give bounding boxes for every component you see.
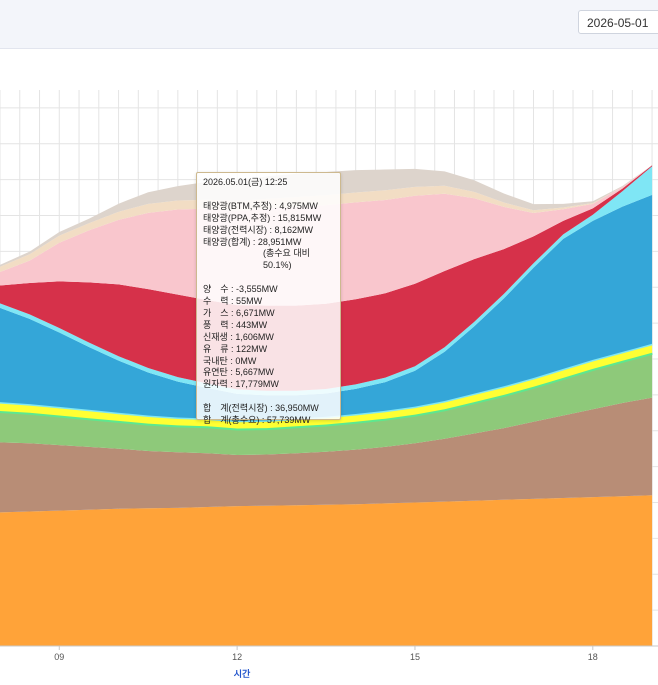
tooltip-domestic-coal: 국내탄 : 0MW bbox=[203, 355, 257, 366]
tooltip-pumped: 양 수 : -3,555MW bbox=[203, 284, 278, 295]
tooltip-bituminous: 유연탄 : 5,667MW bbox=[203, 367, 274, 378]
tooltip-gas: 가 스 : 6,671MW bbox=[203, 307, 275, 318]
tooltip-nuclear: 원자력 : 17,779MW bbox=[203, 379, 279, 390]
tooltip-solar-btm: 태양광(BTM,추정) : 4,975MW bbox=[203, 200, 318, 211]
x-tick-label: 09 bbox=[54, 652, 64, 662]
renew-area bbox=[0, 343, 653, 429]
tooltip-solar-market: 태양광(전력시장) : 8,162MW bbox=[203, 224, 313, 235]
x-axis-title: 시간 bbox=[234, 668, 251, 679]
nuclear-area bbox=[0, 495, 653, 646]
tooltip-total-demand: 합 계(총수요) : 57,739MW bbox=[203, 415, 311, 426]
tooltip-renew: 신재생 : 1,606MW bbox=[203, 331, 274, 342]
chart-areas bbox=[0, 165, 653, 646]
chart-tooltip: 2026.05.01(금) 12:25 태양광(BTM,추정) : 4,975M… bbox=[196, 172, 341, 425]
tooltip-wind: 풍 력 : 443MW bbox=[203, 319, 268, 330]
pumped-area bbox=[0, 194, 653, 421]
tooltip-solar-share: (총수요 대비 50.1%) bbox=[263, 248, 310, 271]
tooltip-time: 2026.05.01(금) 12:25 bbox=[203, 177, 288, 187]
solar-market-area bbox=[0, 165, 653, 391]
top-area bbox=[0, 165, 653, 267]
top-toolbar: 2026-05-01 bbox=[0, 0, 658, 49]
tooltip-solar-ppa: 태양광(PPA,추정) : 15,815MW bbox=[203, 212, 322, 223]
tooltip-total-market: 합 계(전력시장) : 36,950MW bbox=[203, 403, 319, 414]
gas-area bbox=[0, 352, 653, 455]
date-input[interactable]: 2026-05-01 bbox=[578, 10, 658, 34]
x-tick-label: 12 bbox=[232, 652, 242, 662]
tooltip-solar-total: 태양광(합계) : 28,951MW bbox=[203, 236, 302, 247]
x-tick-label: 15 bbox=[410, 652, 420, 662]
chart-x-axis: 09 12 15 18 bbox=[0, 645, 658, 662]
tooltip-hydro: 수 력 : 55MW bbox=[203, 296, 263, 307]
x-tick-label: 18 bbox=[588, 652, 598, 662]
coal-area bbox=[0, 397, 653, 513]
tooltip-oil: 유 류 : 122MW bbox=[203, 343, 268, 354]
